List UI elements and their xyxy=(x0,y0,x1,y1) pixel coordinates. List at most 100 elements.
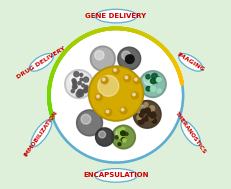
Circle shape xyxy=(150,86,155,91)
Text: GENE DELIVERY: GENE DELIVERY xyxy=(85,13,146,19)
Ellipse shape xyxy=(95,9,136,23)
Circle shape xyxy=(83,88,87,93)
Circle shape xyxy=(98,131,105,138)
Circle shape xyxy=(81,114,90,124)
Circle shape xyxy=(123,75,130,82)
Circle shape xyxy=(146,86,150,91)
Circle shape xyxy=(83,77,88,82)
Circle shape xyxy=(79,90,82,93)
Circle shape xyxy=(157,77,161,81)
Circle shape xyxy=(139,71,165,97)
Circle shape xyxy=(121,108,123,111)
Circle shape xyxy=(115,129,124,138)
Circle shape xyxy=(76,110,102,136)
Circle shape xyxy=(148,116,153,120)
Circle shape xyxy=(79,92,83,96)
Text: DRUG DELIVERY: DRUG DELIVERY xyxy=(16,45,66,79)
Circle shape xyxy=(120,128,124,132)
Circle shape xyxy=(73,85,77,88)
Circle shape xyxy=(88,66,143,121)
Circle shape xyxy=(149,115,154,120)
Circle shape xyxy=(122,139,125,142)
Circle shape xyxy=(65,70,93,98)
Circle shape xyxy=(97,75,118,96)
Circle shape xyxy=(73,80,76,83)
Circle shape xyxy=(71,89,74,93)
Circle shape xyxy=(149,112,155,118)
Circle shape xyxy=(143,103,147,106)
Circle shape xyxy=(117,47,140,70)
Circle shape xyxy=(121,132,123,135)
Circle shape xyxy=(125,55,134,64)
Circle shape xyxy=(132,93,135,96)
Circle shape xyxy=(134,78,137,81)
Circle shape xyxy=(154,79,158,83)
Circle shape xyxy=(150,78,155,84)
Circle shape xyxy=(102,78,105,81)
Circle shape xyxy=(131,92,138,99)
Circle shape xyxy=(117,129,121,133)
Circle shape xyxy=(118,143,120,146)
Circle shape xyxy=(139,113,143,117)
Circle shape xyxy=(121,51,130,60)
Circle shape xyxy=(156,77,160,82)
Circle shape xyxy=(122,131,125,134)
Circle shape xyxy=(77,89,82,95)
Circle shape xyxy=(150,113,154,117)
Circle shape xyxy=(95,128,113,146)
Circle shape xyxy=(113,69,116,71)
Circle shape xyxy=(101,77,108,84)
Circle shape xyxy=(155,77,161,82)
Circle shape xyxy=(125,133,128,135)
Circle shape xyxy=(121,137,125,141)
Circle shape xyxy=(94,50,103,60)
Circle shape xyxy=(119,135,121,137)
Circle shape xyxy=(152,119,156,123)
Circle shape xyxy=(145,75,149,79)
Circle shape xyxy=(81,84,84,87)
Circle shape xyxy=(120,107,126,114)
Circle shape xyxy=(143,117,147,121)
Text: THERANOSTICS: THERANOSTICS xyxy=(173,111,206,155)
Circle shape xyxy=(72,79,75,82)
Circle shape xyxy=(133,77,140,84)
Circle shape xyxy=(73,81,77,86)
Circle shape xyxy=(122,132,125,136)
Circle shape xyxy=(135,108,140,113)
Circle shape xyxy=(149,106,154,111)
Circle shape xyxy=(120,131,125,136)
Circle shape xyxy=(83,89,86,92)
Ellipse shape xyxy=(94,169,137,182)
Circle shape xyxy=(111,125,135,149)
Circle shape xyxy=(72,85,76,89)
Circle shape xyxy=(112,67,119,74)
Circle shape xyxy=(137,105,148,116)
Circle shape xyxy=(115,136,118,139)
Circle shape xyxy=(70,75,80,86)
Circle shape xyxy=(143,75,154,85)
Text: IMAGING: IMAGING xyxy=(175,52,204,73)
Circle shape xyxy=(125,76,127,79)
Circle shape xyxy=(78,81,81,85)
Circle shape xyxy=(80,78,82,81)
Circle shape xyxy=(137,118,140,121)
Circle shape xyxy=(84,85,88,89)
Circle shape xyxy=(144,108,150,113)
Circle shape xyxy=(152,114,155,117)
Circle shape xyxy=(76,91,82,97)
Ellipse shape xyxy=(178,53,202,71)
Circle shape xyxy=(90,46,115,71)
Ellipse shape xyxy=(180,121,199,146)
Circle shape xyxy=(50,30,181,161)
Circle shape xyxy=(106,110,108,113)
Circle shape xyxy=(141,109,147,115)
Circle shape xyxy=(151,73,157,79)
Circle shape xyxy=(157,89,161,93)
Circle shape xyxy=(137,115,141,119)
Circle shape xyxy=(140,109,145,114)
Circle shape xyxy=(143,77,147,81)
Circle shape xyxy=(133,101,160,128)
Circle shape xyxy=(138,118,143,124)
Circle shape xyxy=(144,77,148,81)
Circle shape xyxy=(144,110,150,116)
